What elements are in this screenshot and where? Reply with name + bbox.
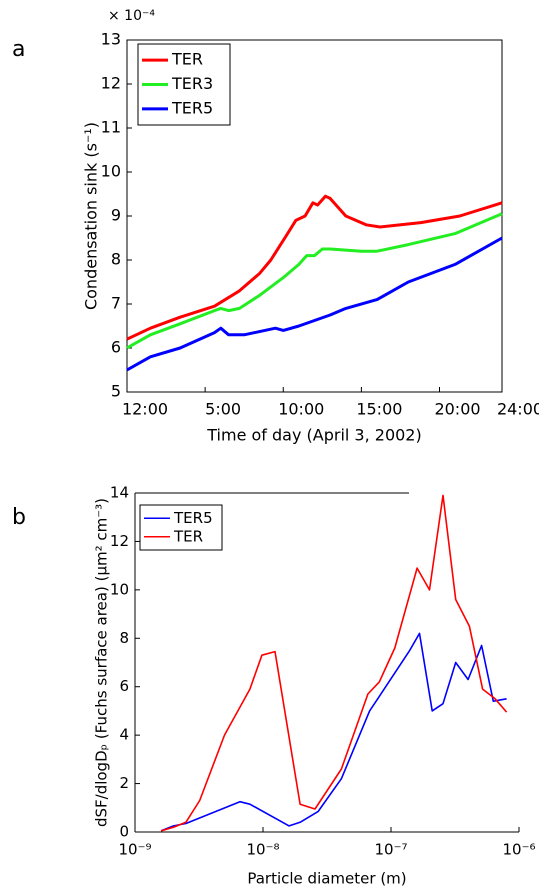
data-line — [126, 236, 503, 372]
scale-label: × 10⁻⁴ — [108, 8, 155, 24]
y-tick-label: 7 — [111, 294, 121, 313]
legend-box — [139, 504, 223, 551]
y-tick-label: 0 — [119, 823, 129, 841]
y-tick-label: 8 — [119, 629, 129, 647]
y-tick-label: 10 — [110, 580, 129, 598]
x-tick-label: 10⁻⁹ — [118, 841, 151, 859]
y-tick-label: 10 — [101, 162, 121, 181]
y-tick-label: 12 — [101, 74, 121, 93]
legend-label: TER — [171, 50, 203, 69]
panel-label: a — [12, 37, 25, 62]
y-tick-label: 6 — [119, 677, 129, 695]
x-tick-label: 15:00 — [356, 400, 402, 419]
panel-label: b — [12, 505, 26, 530]
y-tick-label: 14 — [110, 484, 129, 502]
legend-label: TER5 — [173, 509, 213, 527]
y-axis-label: dSF/dlogDₚ (Fuchs surface area) (μm² cm⁻… — [93, 498, 111, 827]
x-tick-label: 20:00 — [434, 400, 480, 419]
y-tick-label: 11 — [101, 118, 121, 137]
x-tick-label: 10:00 — [278, 400, 324, 419]
legend-label: TER — [173, 527, 203, 545]
x-tick-label: 10⁻⁸ — [246, 841, 279, 859]
x-tick-label: 5:00 — [205, 400, 241, 419]
y-axis-label: Condensation sink (s⁻¹) — [82, 122, 101, 310]
x-tick-label: 12:00 — [122, 400, 168, 419]
y-tick-label: 4 — [119, 726, 129, 744]
legend-label: TER3 — [171, 74, 213, 93]
y-tick-label: 13 — [101, 30, 121, 49]
y-tick-label: 12 — [110, 532, 129, 550]
x-tick-label: 10⁻⁶ — [502, 841, 535, 859]
y-tick-label: 9 — [111, 206, 121, 225]
y-tick-label: 5 — [111, 382, 121, 401]
data-line — [160, 494, 508, 832]
x-axis-label: Particle diameter (m) — [247, 870, 406, 888]
data-line — [160, 632, 507, 832]
x-axis-label: Time of day (April 3, 2002) — [206, 426, 421, 445]
legend-label: TER5 — [171, 98, 213, 117]
y-tick-label: 8 — [111, 250, 121, 269]
data-line — [126, 194, 503, 341]
x-tick-label: 10⁻⁷ — [374, 841, 407, 859]
data-line — [126, 212, 503, 350]
y-tick-label: 2 — [119, 774, 129, 792]
y-tick-label: 6 — [111, 338, 121, 357]
x-tick-label: 24:00 — [497, 400, 539, 419]
